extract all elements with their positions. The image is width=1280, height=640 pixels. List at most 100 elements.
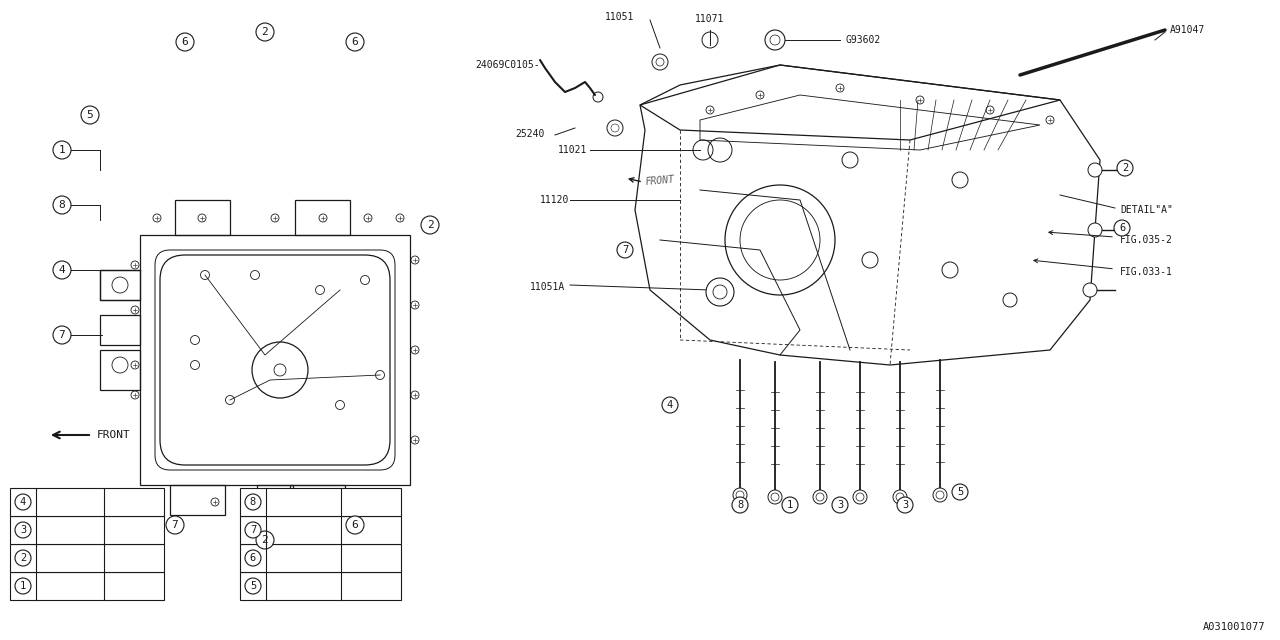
Bar [100, 270, 140, 300]
Text: A91047: A91047 [1170, 25, 1206, 35]
Bar [10, 488, 164, 516]
Circle shape [81, 106, 99, 124]
Bar [291, 485, 346, 515]
Text: 6: 6 [250, 553, 256, 563]
Bar [175, 200, 230, 235]
Bar [294, 200, 349, 235]
Circle shape [732, 497, 748, 513]
Circle shape [893, 490, 908, 504]
Bar [257, 485, 293, 503]
Text: A031001077: A031001077 [1202, 622, 1265, 632]
Text: G93602: G93602 [845, 35, 881, 45]
Circle shape [782, 497, 797, 513]
Circle shape [52, 261, 70, 279]
Text: FRONT: FRONT [645, 175, 675, 187]
Text: 7: 7 [250, 525, 256, 535]
Text: M8X130.5: M8X130.5 [271, 581, 321, 591]
Circle shape [813, 490, 827, 504]
Circle shape [707, 278, 733, 306]
Text: A40811: A40811 [109, 525, 146, 535]
Circle shape [52, 326, 70, 344]
Text: 2: 2 [20, 553, 26, 563]
Bar [241, 516, 401, 544]
Bar [100, 315, 140, 345]
Circle shape [346, 33, 364, 51]
Text: 3: 3 [902, 500, 908, 510]
Text: 6: 6 [1119, 223, 1125, 233]
Circle shape [256, 531, 274, 549]
Circle shape [1088, 163, 1102, 177]
Circle shape [662, 397, 678, 413]
Text: 4: 4 [667, 400, 673, 410]
Text: 5: 5 [957, 487, 963, 497]
Circle shape [244, 578, 261, 594]
Circle shape [852, 490, 867, 504]
Bar [241, 572, 401, 600]
Text: A40813: A40813 [346, 581, 384, 591]
Text: A40815: A40815 [346, 553, 384, 563]
Circle shape [346, 516, 364, 534]
Text: 3: 3 [837, 500, 844, 510]
Circle shape [15, 494, 31, 510]
Circle shape [15, 522, 31, 538]
Circle shape [52, 141, 70, 159]
Text: 24069C0105-: 24069C0105- [476, 60, 540, 70]
Text: 7: 7 [59, 330, 65, 340]
Text: A40817: A40817 [109, 581, 146, 591]
Circle shape [15, 550, 31, 566]
Text: 7: 7 [172, 520, 178, 530]
Text: 8: 8 [737, 500, 744, 510]
Text: 2: 2 [261, 535, 269, 545]
Text: M8X65: M8X65 [271, 525, 302, 535]
Circle shape [733, 488, 748, 502]
Text: A40814: A40814 [346, 497, 384, 507]
Text: FRONT: FRONT [97, 430, 131, 440]
Text: M8X130.5: M8X130.5 [271, 497, 321, 507]
Text: FIG.035-2: FIG.035-2 [1120, 235, 1172, 245]
Circle shape [617, 242, 634, 258]
Circle shape [1117, 160, 1133, 176]
Text: 7: 7 [622, 245, 628, 255]
Text: <DETAIL"A">: <DETAIL"A"> [273, 497, 347, 507]
Text: M8X85: M8X85 [41, 497, 72, 507]
Text: 1: 1 [787, 500, 794, 510]
Bar [10, 544, 164, 572]
Circle shape [1083, 283, 1097, 297]
Text: M8X65: M8X65 [41, 525, 72, 535]
Text: M8X24: M8X24 [41, 581, 72, 591]
Text: 11051: 11051 [605, 12, 635, 22]
Bar [10, 516, 164, 544]
Text: 6: 6 [352, 37, 358, 47]
Text: 11071: 11071 [695, 14, 724, 24]
Circle shape [244, 494, 261, 510]
Text: 3: 3 [20, 525, 26, 535]
Text: 11051A: 11051A [530, 282, 566, 292]
Text: 8: 8 [59, 200, 65, 210]
Text: 11021: 11021 [558, 145, 588, 155]
Text: 5: 5 [250, 581, 256, 591]
Text: 5: 5 [87, 110, 93, 120]
Bar [10, 572, 164, 600]
Text: 25240: 25240 [516, 129, 545, 139]
Circle shape [244, 550, 261, 566]
Bar [100, 350, 140, 390]
Circle shape [765, 30, 785, 50]
Circle shape [177, 33, 195, 51]
Circle shape [1088, 223, 1102, 237]
Text: 11120: 11120 [540, 195, 570, 205]
Circle shape [832, 497, 849, 513]
Text: 6: 6 [352, 520, 358, 530]
Text: 4: 4 [59, 265, 65, 275]
Circle shape [933, 488, 947, 502]
Text: 6: 6 [182, 37, 188, 47]
Text: A40810: A40810 [109, 553, 146, 563]
Circle shape [15, 578, 31, 594]
Bar [241, 488, 401, 516]
Circle shape [768, 490, 782, 504]
Text: 4: 4 [20, 497, 26, 507]
Bar [140, 235, 410, 485]
Text: FIG.033-1: FIG.033-1 [1120, 267, 1172, 277]
Text: 2: 2 [426, 220, 434, 230]
Circle shape [652, 54, 668, 70]
Bar [241, 544, 401, 572]
